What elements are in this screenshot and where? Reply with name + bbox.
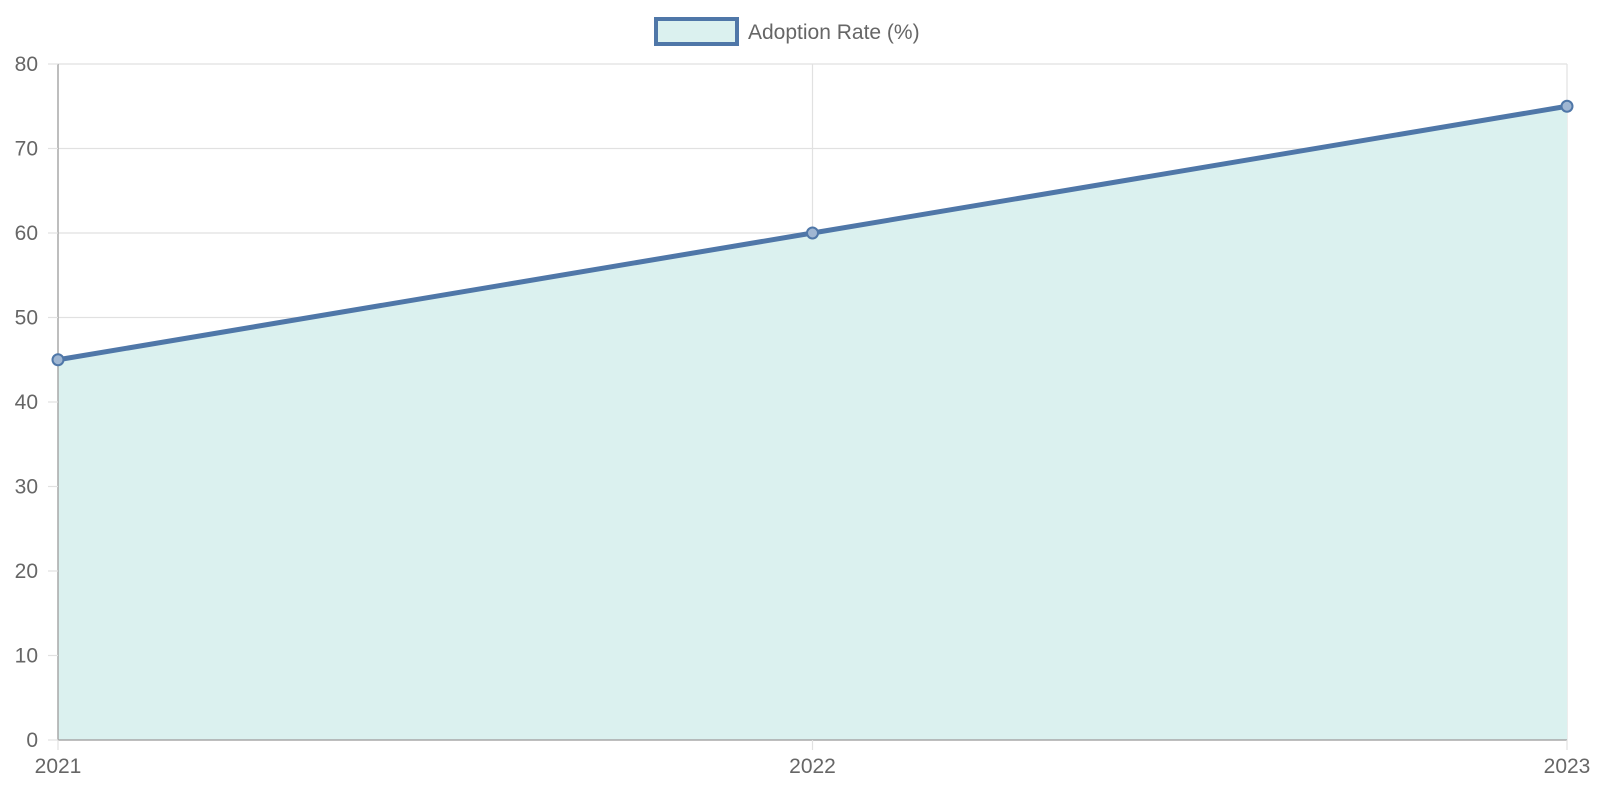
y-tick-label: 50 [15,307,38,330]
data-point[interactable] [806,226,819,240]
y-axis-ticks: 0 10 20 30 40 50 60 70 80 [15,53,58,752]
y-tick-label: 80 [15,53,38,76]
data-point[interactable] [1560,99,1574,113]
x-tick-label: 2022 [789,755,836,778]
y-tick-label: 0 [26,729,38,752]
area-fill [58,106,1567,740]
y-tick-label: 30 [15,476,38,499]
y-tick-label: 40 [15,391,38,414]
legend-swatch [654,17,739,46]
legend[interactable]: Adoption Rate (%) [654,17,920,46]
legend-label: Adoption Rate (%) [748,21,920,44]
series-points [51,99,1574,367]
x-tick-label: 2021 [35,755,82,778]
x-tick-label: 2023 [1544,755,1591,778]
y-tick-label: 60 [15,222,38,245]
y-tick-label: 70 [15,138,38,161]
y-tick-label: 20 [15,560,38,583]
x-axis-ticks: 2021 2022 2023 [35,740,1591,778]
y-tick-label: 10 [15,645,38,668]
data-point[interactable] [51,353,65,367]
series-area [58,106,1567,740]
